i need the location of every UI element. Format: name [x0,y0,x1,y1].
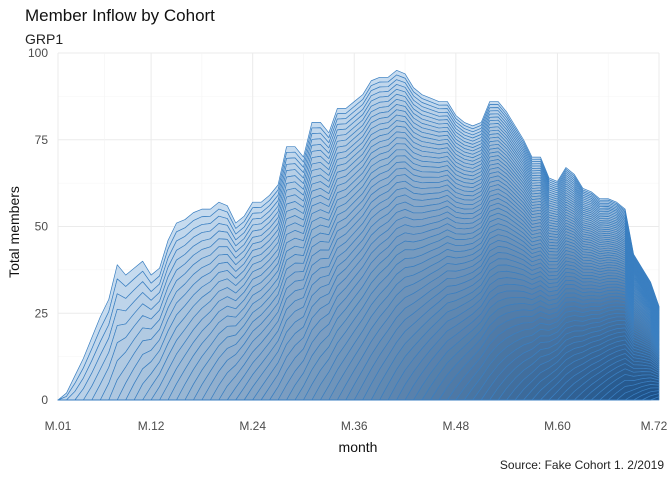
y-tick-label: 100 [28,46,48,60]
x-tick-label: M.36 [341,419,368,433]
y-tick-labels: 0 25 50 75 100 [28,46,48,407]
x-tick-label: M.24 [239,419,266,433]
cohort-areas [57,70,660,401]
x-tick-label: M.01 [45,419,72,433]
chart-title: Member Inflow by Cohort [25,6,215,25]
x-axis-title: month [339,439,378,455]
y-tick-label: 25 [35,306,49,320]
y-tick-label: 0 [41,393,48,407]
chart-caption: Source: Fake Cohort 1. 2/2019 [499,458,664,472]
chart-subtitle: GRP1 [25,31,64,47]
x-tick-label: M.72 [641,419,668,433]
cohort-area-72 [57,396,660,401]
x-tick-label: M.60 [544,419,571,433]
x-tick-labels: M.01 M.12 M.24 M.36 M.48 M.60 M.72 [45,419,668,433]
x-tick-label: M.12 [138,419,165,433]
y-tick-label: 50 [35,220,49,234]
x-tick-label: M.48 [443,419,470,433]
y-axis-title: Total members [6,186,22,278]
y-tick-label: 75 [35,133,49,147]
